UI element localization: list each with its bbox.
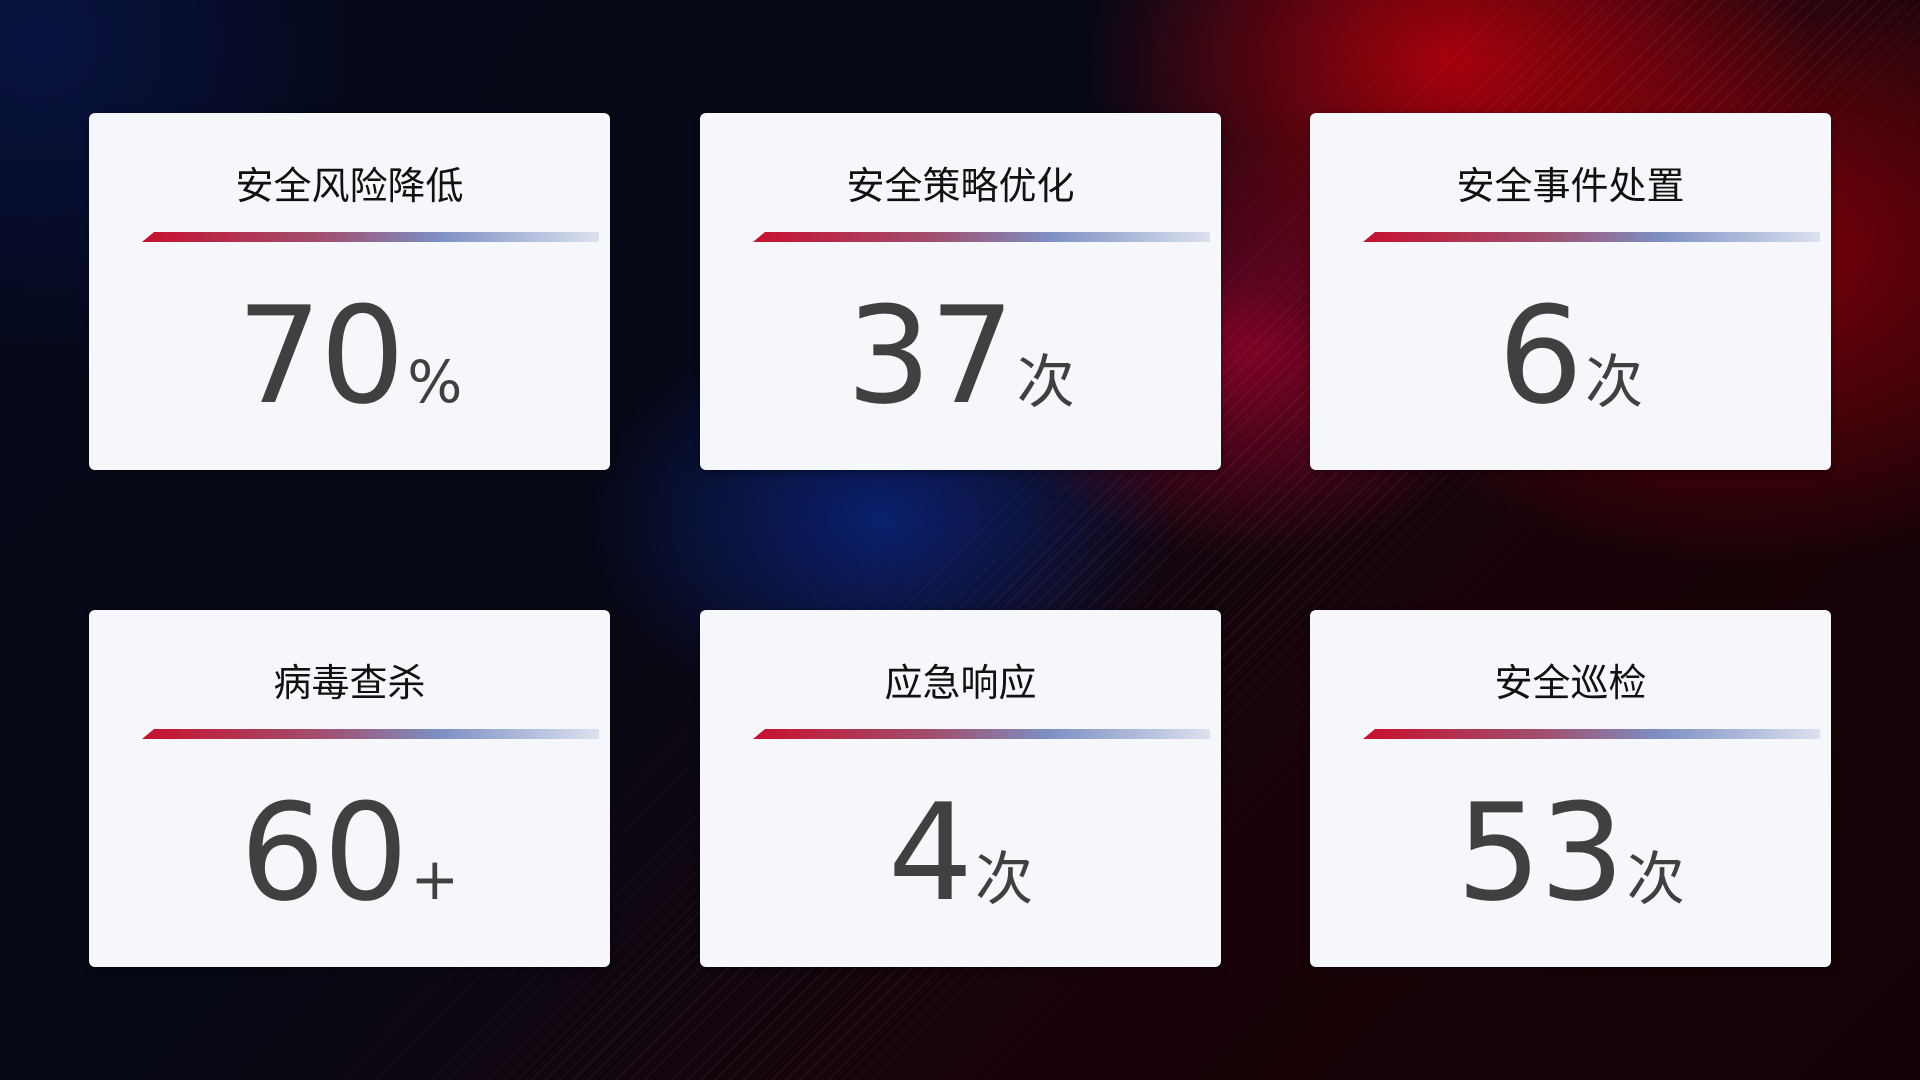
stat-card-incident-handling: 安全事件处置 6次 (1310, 113, 1831, 470)
card-value: 6次 (1310, 278, 1831, 434)
value-number: 70 (236, 278, 406, 434)
card-value: 70% (89, 278, 610, 434)
gradient-divider (1363, 729, 1820, 739)
card-value: 53次 (1310, 775, 1831, 931)
stat-card-risk-reduction: 安全风险降低 70% (89, 113, 610, 470)
gradient-divider (142, 232, 599, 242)
card-title: 安全事件处置 (1456, 164, 1685, 208)
value-number: 60 (239, 775, 409, 931)
gradient-divider (1363, 232, 1820, 242)
gradient-divider (753, 232, 1210, 242)
value-unit: 次 (1016, 348, 1075, 416)
gradient-divider (753, 729, 1210, 739)
value-number: 4 (887, 775, 973, 931)
card-title: 安全策略优化 (846, 164, 1075, 208)
card-title: 安全巡检 (1494, 661, 1647, 705)
card-title: 病毒查杀 (273, 661, 426, 705)
card-title: 应急响应 (884, 661, 1037, 705)
card-title: 安全风险降低 (235, 164, 464, 208)
stat-card-virus-removal: 病毒查杀 60+ (89, 610, 610, 967)
card-value: 60+ (89, 775, 610, 931)
value-unit: 次 (975, 845, 1034, 913)
value-unit: + (410, 845, 460, 913)
card-value: 37次 (700, 278, 1221, 434)
card-value: 4次 (700, 775, 1221, 931)
value-unit: % (407, 348, 463, 416)
value-unit: 次 (1626, 845, 1685, 913)
value-number: 37 (846, 278, 1015, 434)
gradient-divider (142, 729, 599, 739)
stat-card-policy-optimization: 安全策略优化 37次 (700, 113, 1221, 470)
stat-card-security-inspection: 安全巡检 53次 (1310, 610, 1831, 967)
stat-card-emergency-response: 应急响应 4次 (700, 610, 1221, 967)
value-number: 53 (1456, 775, 1625, 931)
value-number: 6 (1497, 278, 1583, 434)
value-unit: 次 (1585, 348, 1644, 416)
